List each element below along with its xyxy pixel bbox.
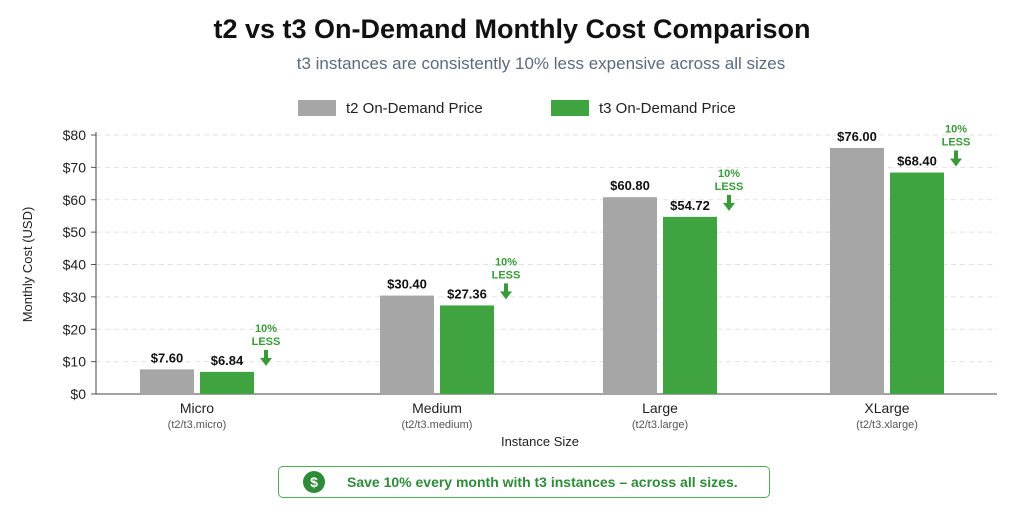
bar-2-large [663, 216, 717, 394]
chart-title: t2 vs t3 On-Demand Monthly Cost Comparis… [213, 14, 810, 44]
x-category-label: Large [642, 400, 678, 416]
callout-text: Save 10% every month with t3 instances –… [347, 474, 738, 490]
y-tick-label: $30 [63, 289, 87, 305]
annotation-less: LESS [715, 181, 744, 193]
bar-1-large [603, 197, 657, 394]
bar-2-micro [200, 371, 254, 394]
y-tick-label: $60 [63, 192, 87, 208]
bar-2-medium [440, 305, 494, 394]
legend-label-2: t3 On-Demand Price [599, 100, 736, 117]
data-label: $6.84 [211, 353, 244, 368]
x-category-label: XLarge [864, 400, 909, 416]
annotation-percent: 10% [255, 323, 277, 335]
data-label: $30.40 [387, 277, 427, 292]
y-tick-label: $70 [63, 159, 87, 175]
x-axis-label: Instance Size [501, 434, 579, 449]
x-category-label: Medium [412, 400, 462, 416]
data-label: $54.72 [670, 198, 710, 213]
x-category-label: Micro [180, 400, 214, 416]
x-category-sublabel: (t2/t3.large) [632, 419, 688, 431]
y-tick-label: $20 [63, 321, 87, 337]
annotation-less: LESS [942, 137, 971, 149]
down-arrow-icon [500, 283, 512, 300]
data-label: $7.60 [151, 350, 184, 365]
annotation-less: LESS [492, 269, 521, 281]
savings-callout: $ Save 10% every month with t3 instances… [278, 466, 770, 498]
y-tick-label: $50 [63, 224, 87, 240]
bar-1-xlarge [830, 147, 884, 394]
annotation-percent: 10% [718, 168, 740, 180]
bar-1-micro [140, 369, 194, 394]
dollar-icon: $ [303, 471, 325, 493]
chart-subtitle: t3 instances are consistently 10% less e… [297, 54, 786, 73]
legend-label-1: t2 On-Demand Price [346, 100, 483, 117]
data-label: $68.40 [897, 154, 937, 169]
bar-2-xlarge [890, 172, 944, 394]
y-tick-label: $0 [70, 386, 86, 402]
down-arrow-icon [723, 194, 735, 211]
data-label: $76.00 [837, 129, 877, 144]
y-tick-label: $80 [63, 127, 87, 143]
y-axis-label: Monthly Cost (USD) [20, 207, 35, 323]
y-tick-label: $40 [63, 257, 87, 273]
bar-1-medium [380, 295, 434, 394]
down-arrow-icon [950, 150, 962, 167]
x-category-sublabel: (t2/t3.xlarge) [856, 419, 918, 431]
data-label: $27.36 [447, 286, 487, 301]
annotation-percent: 10% [495, 256, 517, 268]
annotation-percent: 10% [945, 124, 967, 136]
y-tick-label: $10 [63, 354, 87, 370]
down-arrow-icon [260, 349, 272, 366]
x-category-sublabel: (t2/t3.medium) [402, 419, 473, 431]
data-label: $60.80 [610, 178, 650, 193]
legend-swatch-1 [298, 100, 336, 116]
annotation-less: LESS [252, 336, 281, 348]
legend-swatch-2 [551, 100, 589, 116]
x-category-sublabel: (t2/t3.micro) [168, 419, 227, 431]
